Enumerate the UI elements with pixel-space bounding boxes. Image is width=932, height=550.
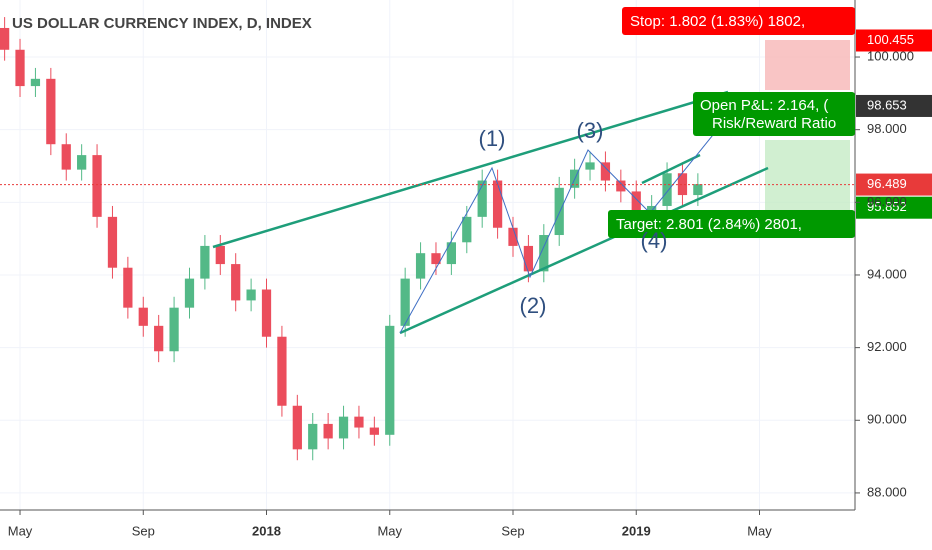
upper-channel [212,90,729,249]
candle-body [154,325,164,352]
price-tag [856,94,932,117]
stop-label: Stop: 1.802 (1.83%) 1802, [630,13,805,30]
wave-label: (3) [577,118,604,143]
candle-body [200,245,210,279]
y-tick-label: 92.000 [867,339,907,354]
candle-body [30,78,41,87]
x-tick-label: Sep [501,523,524,538]
candle-body [338,416,349,439]
candle-body [169,307,179,352]
candle-body [277,336,287,406]
candle-body [385,325,395,435]
risk-zone [765,40,850,90]
candle-body [292,405,302,450]
candle-body [138,307,148,326]
x-tick-label: May [8,523,33,538]
candle-body [492,180,503,228]
candle-body [431,253,441,265]
pnl-label: Open P&L: 2.164, ( [700,97,828,114]
candle-body [523,245,534,272]
candle-body [539,235,549,272]
candle-body [61,144,71,170]
candle-body [184,278,195,308]
candle-body [600,162,611,181]
chart-title: US DOLLAR CURRENCY INDEX, D, INDEX [12,15,312,32]
wave-label: (4) [641,228,668,253]
pnl-box [693,92,855,136]
wave-label: (2) [520,293,547,318]
trend-lines [212,90,769,335]
candle-body [446,242,456,265]
candle-body [77,155,87,170]
candle-body [46,78,56,145]
candle-body [554,187,564,236]
x-tick-label: 2018 [252,523,281,538]
y-tick-label: 94.000 [867,266,907,281]
wave-label: (1) [479,126,506,151]
candle-body [477,180,487,217]
price-tags: 100.455 98.653 96.489 95.852 [0,29,932,219]
x-tick-label: May [747,523,772,538]
price-tag-label: 95.852 [867,199,907,214]
candle-body [508,227,518,246]
reward-zone [765,140,850,220]
rr-label: Risk/Reward Ratio [712,115,836,132]
inner-channel [641,153,701,185]
candle-body [123,267,133,308]
price-tag-label: 96.489 [867,176,907,191]
candle-body [246,289,256,301]
candle-body [323,423,333,439]
candle-body [415,253,426,279]
price-tag [856,173,932,196]
candle-body [15,49,25,87]
candle-body [308,423,318,450]
price-tag [856,29,932,52]
candle-body [261,289,272,337]
candle-body [107,216,118,268]
candle-body [631,191,641,214]
stop-box [622,7,855,35]
candle-body [400,278,410,326]
x-tick-label: 2019 [622,523,651,538]
candle-body [693,184,703,196]
target-label: Target: 2.801 (2.84%) 2801, [616,216,802,233]
price-tag-label: 98.653 [867,97,907,112]
y-tick-label: 100.000 [867,48,914,63]
candle-body [231,264,241,301]
y-tick-label: 98.000 [867,121,907,136]
candle-body [616,180,626,192]
candle-body [462,216,472,243]
candle-body [354,416,364,428]
y-tick-label: 90.000 [867,412,907,427]
candle-body [215,245,225,265]
candle-body [677,173,688,196]
candle-body [647,205,657,214]
candle-body [92,155,102,217]
price-tag [856,196,932,219]
target-box [608,210,855,238]
candle-body [369,427,379,435]
lower-channel [399,166,769,335]
x-tick-label: Sep [132,523,155,538]
x-tick-label: May [377,523,402,538]
y-tick-label: 88.000 [867,484,907,499]
candle-body [585,162,595,170]
y-tick-label: 96.000 [867,194,907,209]
candle-body [0,27,10,50]
wave-path [399,119,726,334]
candle-body [662,173,672,206]
price-tag-label: 100.455 [867,32,914,47]
